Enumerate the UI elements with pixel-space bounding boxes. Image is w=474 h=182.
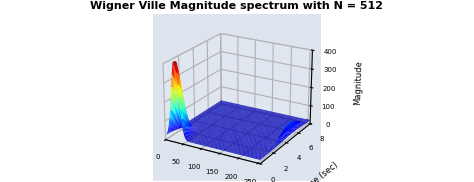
Title: Wigner Ville Magnitude spectrum with N = 512: Wigner Ville Magnitude spectrum with N =… [91,1,383,11]
Y-axis label: Time (sec): Time (sec) [300,160,340,182]
